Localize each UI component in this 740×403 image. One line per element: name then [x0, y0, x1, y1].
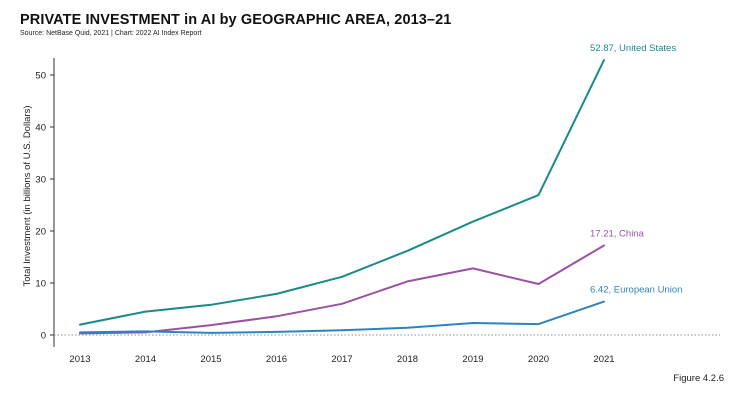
series-label-european-union: 6.42, European Union [590, 285, 682, 296]
series-line-united-states [79, 59, 605, 326]
y-tick-label: 10 [35, 279, 46, 290]
series-line-china [79, 244, 605, 335]
figure-number: Figure 4.2.6 [673, 373, 724, 384]
y-tick-label: 20 [35, 227, 46, 238]
series-label-china: 17.21, China [590, 229, 645, 240]
series-label-united-states: 52.87, United States [590, 43, 676, 54]
y-tick-label: 50 [35, 71, 46, 82]
x-tick-label: 2018 [397, 354, 418, 365]
x-tick-label: 2013 [69, 354, 90, 365]
y-tick-label: 40 [35, 123, 46, 134]
y-tick-label: 0 [41, 331, 46, 342]
chart-title: PRIVATE INVESTMENT in AI by GEOGRAPHIC A… [20, 12, 452, 28]
x-tick-label: 2019 [462, 354, 483, 365]
x-tick-label: 2014 [135, 354, 156, 365]
x-tick-label: 2017 [331, 354, 352, 365]
x-tick-label: 2020 [528, 354, 549, 365]
y-tick-label: 30 [35, 175, 46, 186]
x-tick-label: 2015 [200, 354, 221, 365]
series-line-european-union [79, 300, 605, 334]
y-axis-title: Total Investment (in billions of U.S. Do… [22, 105, 33, 286]
chart-source: Source: NetBase Quid, 2021 | Chart: 2022… [20, 30, 202, 37]
x-tick-label: 2021 [593, 354, 614, 365]
x-tick-label: 2016 [266, 354, 287, 365]
